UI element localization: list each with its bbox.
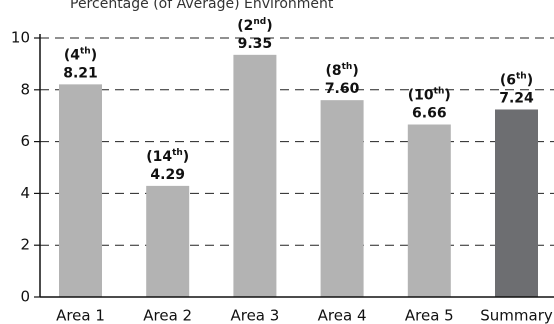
y-tick-label: 10 xyxy=(11,29,30,47)
bar-area-1 xyxy=(59,84,102,298)
rank-label: (14th) xyxy=(146,147,189,165)
value-label: 8.21 xyxy=(63,65,98,81)
bars xyxy=(59,54,538,298)
x-category-label: Area 1 xyxy=(56,307,105,324)
y-tick-label: 4 xyxy=(20,184,30,202)
chart-title: Percentage (of Average) Environment xyxy=(70,0,334,12)
value-label: 4.29 xyxy=(150,167,185,183)
axes xyxy=(34,34,554,298)
value-label: 9.35 xyxy=(238,36,273,52)
bar-area-2 xyxy=(146,185,190,297)
x-category-label: Area 4 xyxy=(318,307,367,324)
y-tick-label: 8 xyxy=(20,80,30,98)
y-tick-label: 2 xyxy=(20,236,30,254)
x-category-label: Area 5 xyxy=(405,307,454,324)
bar-area-3 xyxy=(233,54,277,298)
value-label: 7.60 xyxy=(325,81,360,97)
rank-label: (6th) xyxy=(500,71,533,89)
labels: 0 2 4 6 8 10 Area 1 8.21(4th) Area 2 4.29 (14th) Ar… xyxy=(11,16,553,324)
y-tick-label: 6 xyxy=(20,132,30,150)
bar-area-4 xyxy=(320,100,364,297)
value-label: 7.24 xyxy=(499,90,534,106)
value-label: 6.66 xyxy=(412,106,447,122)
gridlines xyxy=(40,37,554,246)
x-category-label: Summary xyxy=(480,307,553,324)
x-category-label: Area 2 xyxy=(143,307,192,324)
rank-label: (4th) xyxy=(64,46,97,64)
bar-area-5 xyxy=(407,124,451,297)
rank-label: (2nd) xyxy=(237,16,272,34)
bar-summary xyxy=(495,109,538,297)
y-tick-label: 0 xyxy=(20,288,30,306)
x-category-label: Area 3 xyxy=(230,307,279,324)
rank-label: (10th) xyxy=(408,86,451,104)
rank-label: (8th) xyxy=(325,62,358,80)
